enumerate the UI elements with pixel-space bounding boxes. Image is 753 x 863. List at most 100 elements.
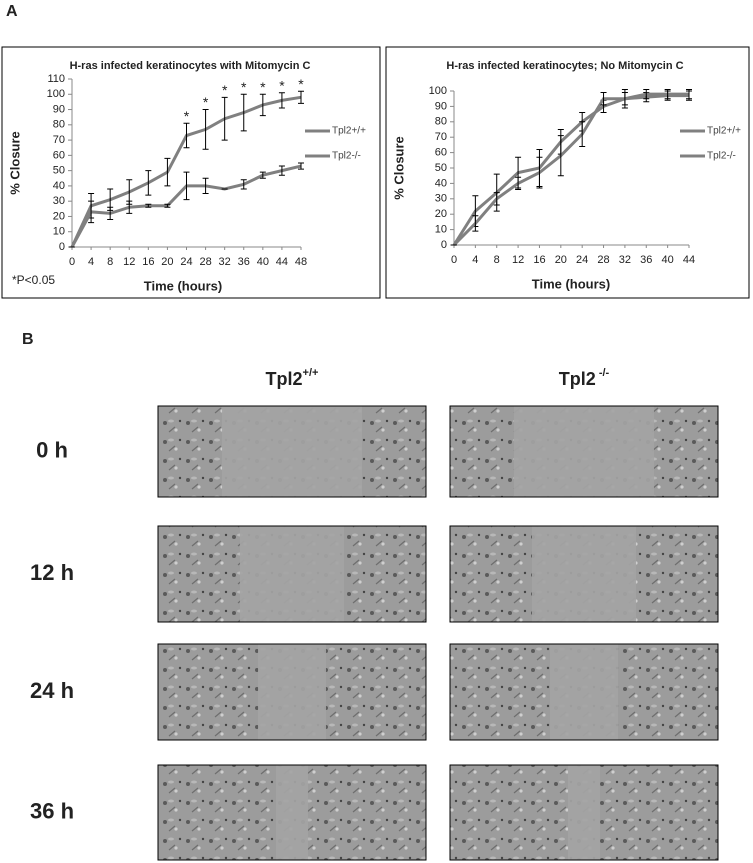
error-bar xyxy=(164,203,171,208)
y-tick-label: 50 xyxy=(53,165,65,177)
error-bar xyxy=(664,88,671,100)
column-superscript: +/+ xyxy=(303,367,319,379)
y-tick-label: 50 xyxy=(435,162,447,174)
row-label: 24 h xyxy=(30,678,74,703)
error-bar xyxy=(493,192,500,206)
wound-gap xyxy=(550,644,618,740)
row-label: 36 h xyxy=(30,798,74,823)
y-tick-label: 110 xyxy=(47,73,65,85)
x-tick-label: 4 xyxy=(88,256,94,268)
error-bar xyxy=(600,92,607,106)
error-bar xyxy=(278,92,285,109)
note: *P<0.05 xyxy=(12,273,55,287)
y-tick-label: 60 xyxy=(53,149,65,161)
x-tick-label: 20 xyxy=(161,256,173,268)
column-superscript: -/- xyxy=(596,367,610,379)
wound-gap xyxy=(514,406,654,497)
x-tick-label: 12 xyxy=(512,254,524,266)
x-tick-label: 32 xyxy=(619,254,631,266)
panel-label: A xyxy=(6,3,18,20)
chart-frame xyxy=(1,46,381,299)
x-tick-label: 8 xyxy=(494,254,500,266)
x-tick-label: 24 xyxy=(180,256,192,268)
error-bar xyxy=(686,88,692,100)
x-tick-label: 4 xyxy=(472,254,478,266)
error-bar xyxy=(240,179,247,190)
error-bar xyxy=(278,165,285,176)
x-tick-label: 16 xyxy=(142,256,154,268)
error-bar xyxy=(259,93,266,117)
x-tick-label: 44 xyxy=(276,256,288,268)
error-bar xyxy=(202,109,209,150)
legend-label: Tpl2-/- xyxy=(332,151,361,162)
y-tick-label: 40 xyxy=(53,180,65,192)
error-bar xyxy=(107,206,114,221)
x-tick-label: 24 xyxy=(576,254,588,266)
error-bar xyxy=(298,90,304,104)
chart-title: H-ras infected keratinocytes; No Mitomyc… xyxy=(446,60,683,72)
y-axis-label: % Closure xyxy=(7,131,22,195)
row-label: 0 h xyxy=(36,437,68,462)
error-bar xyxy=(298,162,304,170)
error-bar xyxy=(240,93,247,132)
panel-label: B xyxy=(22,331,34,348)
chart-title: H-ras infected keratinocytes with Mitomy… xyxy=(70,60,311,72)
y-tick-label: 100 xyxy=(429,85,447,97)
significance-mark: * xyxy=(241,79,247,95)
x-tick-label: 36 xyxy=(238,256,250,268)
error-bar xyxy=(259,171,266,179)
legend-label: Tpl2+/+ xyxy=(332,126,366,137)
y-tick-label: 70 xyxy=(435,131,447,143)
y-tick-label: 80 xyxy=(435,116,447,128)
y-tick-label: 10 xyxy=(435,224,447,236)
x-tick-label: 28 xyxy=(199,256,211,268)
error-bar xyxy=(515,176,522,191)
x-tick-label: 48 xyxy=(295,256,307,268)
column-name: Tpl2 xyxy=(266,369,303,389)
legend-label: Tpl2-/- xyxy=(707,151,736,162)
error-bar xyxy=(183,122,190,149)
y-tick-label: 100 xyxy=(47,88,65,100)
y-tick-label: 30 xyxy=(435,193,447,205)
wound-gap xyxy=(240,526,344,622)
legend-label: Tpl2+/+ xyxy=(707,126,741,137)
wound-gap xyxy=(568,765,600,860)
column-header: Tpl2 -/- xyxy=(559,367,610,389)
significance-mark: * xyxy=(203,94,209,110)
y-tick-label: 30 xyxy=(53,195,65,207)
wound-gap xyxy=(258,644,326,740)
wound-gap xyxy=(532,526,636,622)
error-bar xyxy=(145,203,152,208)
significance-mark: * xyxy=(260,79,266,95)
x-tick-label: 40 xyxy=(662,254,674,266)
x-tick-label: 16 xyxy=(533,254,545,266)
y-tick-label: 90 xyxy=(53,103,65,115)
x-tick-label: 36 xyxy=(640,254,652,266)
error-bar xyxy=(221,96,228,141)
y-tick-label: 70 xyxy=(53,134,65,146)
error-bar xyxy=(145,170,152,196)
error-bar xyxy=(126,200,133,214)
x-tick-label: 8 xyxy=(107,256,113,268)
error-bar xyxy=(183,171,190,201)
y-tick-label: 20 xyxy=(435,208,447,220)
wound-gap xyxy=(222,406,362,497)
error-bar xyxy=(536,156,543,189)
chart-frame xyxy=(385,46,750,299)
error-bar xyxy=(164,157,171,187)
y-tick-label: 60 xyxy=(435,147,447,159)
significance-mark: * xyxy=(298,76,304,92)
x-tick-label: 20 xyxy=(555,254,567,266)
error-bar xyxy=(621,88,628,109)
column-header: Tpl2+/+ xyxy=(266,367,319,389)
y-tick-label: 40 xyxy=(435,177,447,189)
error-bar xyxy=(579,121,586,147)
y-tick-label: 0 xyxy=(441,239,447,251)
x-axis-label: Time (hours) xyxy=(144,278,223,293)
error-bar xyxy=(643,88,650,100)
error-bar xyxy=(472,215,479,232)
error-bar xyxy=(557,135,564,177)
series-line xyxy=(452,92,689,247)
y-tick-label: 0 xyxy=(59,241,65,253)
